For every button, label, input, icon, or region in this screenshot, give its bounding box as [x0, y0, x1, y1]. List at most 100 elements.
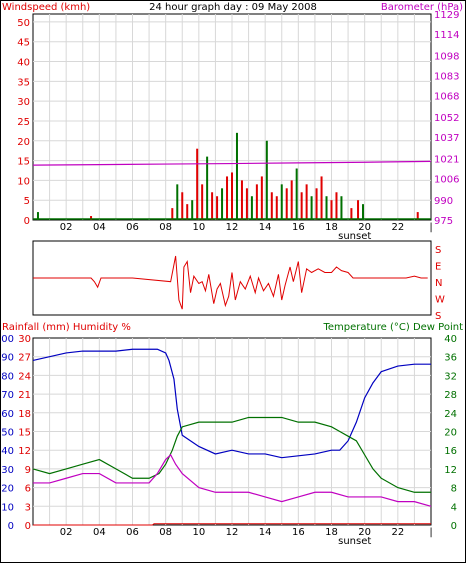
direction-tick-label: N [435, 278, 442, 289]
temperature-tick-label: 20 [444, 428, 457, 439]
rainfall-tick-label: 21 [18, 390, 31, 401]
wind-tick-label: 0 [24, 216, 30, 227]
temperature-tick-label: 28 [444, 390, 457, 401]
wind-bar [295, 168, 298, 220]
rainfall-tick-label: 3 [25, 502, 31, 513]
x-tick-label: 10 [192, 222, 205, 233]
temperature-tick-label: 8 [451, 484, 457, 495]
barometer-tick-label: 1129 [434, 10, 459, 21]
barometer-tick-label: 990 [434, 196, 453, 207]
wind-tick-label: 20 [17, 137, 30, 148]
wind-bar [235, 132, 238, 220]
rainfall-axis-title: Rainfall (mm) Humidity % [2, 322, 131, 333]
wind-barometer-panel: 0510152025303540455097599010061021103710… [17, 10, 459, 242]
direction-tick-label: W [435, 295, 445, 306]
wind-bar [335, 192, 338, 220]
wind-bar [206, 156, 209, 220]
wind-bar [226, 176, 229, 220]
humidity-tick-label: 10 [1, 502, 14, 513]
wind-bar [255, 184, 258, 220]
wind-bar [270, 192, 273, 220]
x-tick-label: 04 [93, 527, 106, 538]
temperature-tick-label: 36 [444, 353, 457, 364]
rainfall-tick-label: 0 [25, 521, 31, 532]
wind-bar [416, 212, 419, 220]
rainfall-tick-label: 18 [18, 409, 31, 420]
x-tick-label: 20 [358, 222, 371, 233]
wind-bar [350, 208, 353, 220]
x-tick-label: 18 [325, 527, 338, 538]
x-tick-label: 08 [159, 222, 172, 233]
wind-tick-label: 40 [17, 58, 30, 69]
x-tick-label: 14 [259, 222, 272, 233]
x-tick-label: 12 [226, 222, 239, 233]
wind-bar [300, 192, 303, 220]
rainfall-tick-label: 6 [25, 484, 31, 495]
x-tick-label: 06 [126, 222, 139, 233]
temperature-tick-label: 12 [444, 465, 457, 476]
wind-bar [240, 180, 243, 220]
temperature-tick-label: 40 [444, 334, 457, 345]
humidity-tick-label: 70 [1, 390, 14, 401]
wind-bar [186, 204, 189, 220]
rainfall-tick-label: 27 [18, 353, 31, 364]
chart-title: 24 hour graph day : 09 May 2008 [149, 2, 317, 13]
x-tick-label: 02 [60, 222, 73, 233]
x-tick-label: 06 [126, 527, 139, 538]
wind-tick-label: 45 [17, 38, 30, 49]
wind-bar [330, 200, 333, 220]
humidity-tick-label: 60 [1, 409, 14, 420]
wind-tick-label: 15 [17, 157, 30, 168]
x-tick-label: 02 [60, 527, 73, 538]
wind-bar [216, 196, 219, 220]
barometer-tick-label: 1098 [434, 51, 459, 62]
x-tick-label: 12 [226, 527, 239, 538]
barometer-tick-label: 1114 [434, 30, 459, 41]
x-tick-label: | [429, 527, 432, 538]
rainfall-tick-label: 15 [18, 428, 31, 439]
humidity-tick-label: 30 [1, 465, 14, 476]
barometer-tick-label: 975 [434, 216, 453, 227]
direction-line [33, 255, 428, 310]
wind-tick-label: 5 [24, 196, 30, 207]
wind-bar [325, 196, 328, 220]
sunset-label: sunset [338, 231, 371, 242]
direction-tick-label: S [435, 311, 441, 322]
temperature-tick-label: 32 [444, 371, 457, 382]
barometer-tick-label: 1021 [434, 154, 459, 165]
humidity-tick-label: 40 [1, 446, 14, 457]
wind-bar [310, 196, 313, 220]
wind-bar [305, 184, 308, 220]
wind-bar [171, 208, 174, 220]
wind-bar [260, 176, 263, 220]
humidity-tick-label: 80 [1, 371, 14, 382]
wind-bar [285, 188, 288, 220]
x-tick-label: 14 [259, 527, 272, 538]
temperature-axis-title: Temperature (°C) Dew Point [322, 322, 463, 333]
humidity-tick-label: 20 [1, 484, 14, 495]
x-tick-label: 20 [358, 527, 371, 538]
humidity-tick-label: 0 [8, 521, 14, 532]
temperature-tick-label: 0 [451, 521, 457, 532]
wind-bar [90, 216, 93, 220]
wind-bar [36, 212, 39, 220]
wind-tick-label: 35 [17, 77, 30, 88]
x-tick-label: | [429, 222, 432, 233]
x-tick-label: 04 [93, 222, 106, 233]
wind-tick-label: 25 [17, 117, 30, 128]
humidity-line [32, 348, 431, 459]
rainfall-line [33, 523, 431, 526]
wind-bar [340, 196, 343, 220]
temperature-line [32, 416, 431, 493]
barometer-tick-label: 1068 [434, 92, 459, 103]
wind-bar [191, 200, 194, 220]
wind-bar [320, 176, 323, 220]
x-tick-label: 22 [391, 527, 404, 538]
wind-bar [176, 184, 179, 220]
rainfall-tick-label: 24 [18, 371, 31, 382]
barometer-axis-title: Barometer (hPa) [381, 2, 463, 13]
x-tick-label: 18 [325, 222, 338, 233]
wind-bar [362, 204, 365, 220]
x-tick-label: 10 [192, 527, 205, 538]
